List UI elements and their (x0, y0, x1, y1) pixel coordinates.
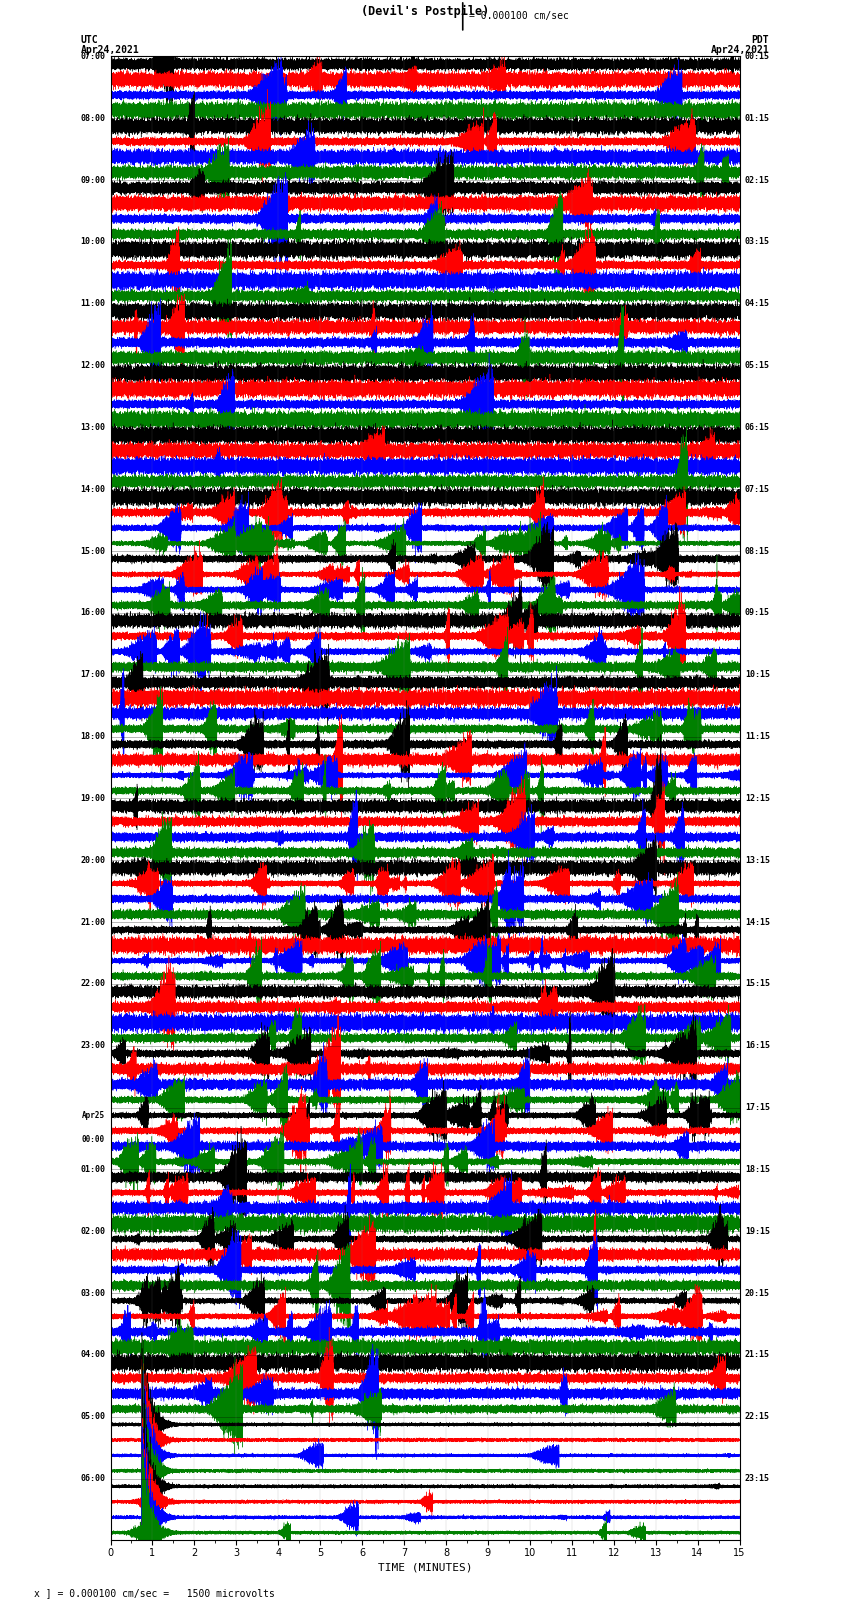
Text: 09:15: 09:15 (745, 608, 770, 618)
Text: 21:00: 21:00 (80, 918, 105, 926)
Text: 07:15: 07:15 (745, 486, 770, 494)
Text: 12:00: 12:00 (80, 361, 105, 369)
X-axis label: TIME (MINUTES): TIME (MINUTES) (377, 1563, 473, 1573)
Text: 22:15: 22:15 (745, 1413, 770, 1421)
Text: x ] = 0.000100 cm/sec =   1500 microvolts: x ] = 0.000100 cm/sec = 1500 microvolts (34, 1589, 275, 1598)
Text: UTC: UTC (81, 35, 99, 45)
Text: 14:15: 14:15 (745, 918, 770, 926)
Text: 00:00: 00:00 (82, 1136, 105, 1144)
Text: 17:00: 17:00 (80, 671, 105, 679)
Text: 17:15: 17:15 (745, 1103, 770, 1111)
Text: 19:00: 19:00 (80, 794, 105, 803)
Text: 06:15: 06:15 (745, 423, 770, 432)
Text: 00:15: 00:15 (745, 52, 770, 61)
Text: 05:00: 05:00 (80, 1413, 105, 1421)
Text: 04:00: 04:00 (80, 1350, 105, 1360)
Text: 14:00: 14:00 (80, 486, 105, 494)
Text: 13:00: 13:00 (80, 423, 105, 432)
Text: (Devil's Postpile): (Devil's Postpile) (361, 5, 489, 18)
Text: 03:15: 03:15 (745, 237, 770, 247)
Text: 10:00: 10:00 (80, 237, 105, 247)
Text: 13:15: 13:15 (745, 857, 770, 865)
Text: 09:00: 09:00 (80, 176, 105, 184)
Text: 01:00: 01:00 (80, 1165, 105, 1174)
Text: 20:15: 20:15 (745, 1289, 770, 1297)
Text: 23:15: 23:15 (745, 1474, 770, 1482)
Text: 23:00: 23:00 (80, 1042, 105, 1050)
Text: 21:15: 21:15 (745, 1350, 770, 1360)
Text: 22:00: 22:00 (80, 979, 105, 989)
Text: 20:00: 20:00 (80, 857, 105, 865)
Text: 11:00: 11:00 (80, 300, 105, 308)
Text: 05:15: 05:15 (745, 361, 770, 369)
Text: 04:15: 04:15 (745, 300, 770, 308)
Text: 08:00: 08:00 (80, 115, 105, 123)
Text: 02:15: 02:15 (745, 176, 770, 184)
Text: 16:00: 16:00 (80, 608, 105, 618)
Text: 19:15: 19:15 (745, 1227, 770, 1236)
Text: Apr24,2021: Apr24,2021 (81, 45, 139, 55)
Text: 06:00: 06:00 (80, 1474, 105, 1482)
Text: 18:00: 18:00 (80, 732, 105, 740)
Text: 15:15: 15:15 (745, 979, 770, 989)
Text: 15:00: 15:00 (80, 547, 105, 555)
Text: 07:00: 07:00 (80, 52, 105, 61)
Text: 16:15: 16:15 (745, 1042, 770, 1050)
Text: 08:15: 08:15 (745, 547, 770, 555)
Text: 10:15: 10:15 (745, 671, 770, 679)
Text: PDT: PDT (751, 35, 769, 45)
Text: Apr24,2021: Apr24,2021 (711, 45, 769, 55)
Text: 01:15: 01:15 (745, 115, 770, 123)
Text: 18:15: 18:15 (745, 1165, 770, 1174)
Text: = 0.000100 cm/sec: = 0.000100 cm/sec (469, 11, 569, 21)
Text: 03:00: 03:00 (80, 1289, 105, 1297)
Text: 02:00: 02:00 (80, 1227, 105, 1236)
Text: 11:15: 11:15 (745, 732, 770, 740)
Text: 12:15: 12:15 (745, 794, 770, 803)
Text: Apr25: Apr25 (82, 1111, 105, 1119)
